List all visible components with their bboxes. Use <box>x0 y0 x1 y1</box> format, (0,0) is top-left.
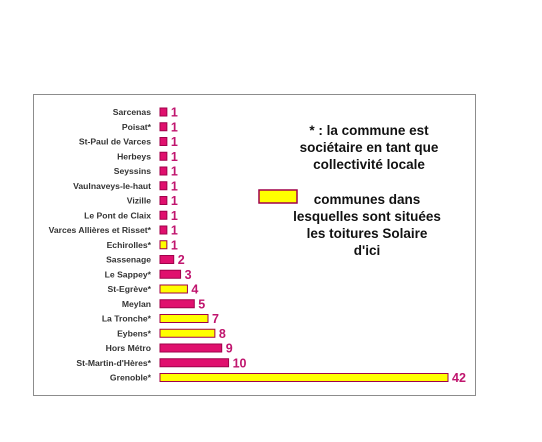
category-label-4: Seyssins <box>114 166 151 176</box>
bar-18 <box>159 373 449 382</box>
category-label-3: Herbeys <box>117 151 151 161</box>
category-label-13: Meylan <box>122 299 151 309</box>
value-label-14: 7 <box>212 312 219 326</box>
bar-5 <box>159 181 168 191</box>
bar-7 <box>159 210 168 220</box>
bar-8 <box>159 225 168 235</box>
category-label-11: Le Sappey* <box>105 269 152 279</box>
value-label-11: 3 <box>185 268 192 282</box>
value-label-17: 10 <box>233 356 247 370</box>
category-label-14: La Tronche* <box>102 314 152 324</box>
value-label-18: 42 <box>452 371 466 385</box>
annotation-note: * : la commune est sociétaire en tant qu… <box>300 123 439 172</box>
bar-13 <box>159 299 195 309</box>
value-label-3: 1 <box>171 150 178 164</box>
category-label-0: Sarcenas <box>113 107 151 117</box>
category-labels: Sarcenas Poisat* St-Paul de Varces Herbeys S… <box>49 107 152 383</box>
category-label-18: Grenoble* <box>110 373 152 383</box>
bar-10 <box>159 255 175 264</box>
legend-line-4: d'ici <box>354 243 380 258</box>
bars-group <box>159 107 449 382</box>
value-label-10: 2 <box>178 253 185 267</box>
bar-0 <box>159 107 168 117</box>
category-label-9: Echirolles* <box>107 240 152 250</box>
category-label-7: Le Pont de Claix <box>84 210 151 220</box>
category-label-8: Varces Allières et Risset* <box>49 225 152 235</box>
category-label-2: St-Paul de Varces <box>79 137 151 147</box>
chart-frame: Sarcenas Poisat* St-Paul de Varces Herbeys S… <box>33 94 476 396</box>
category-label-5: Vaulnaveys-le-haut <box>73 181 151 191</box>
bar-9 <box>159 240 168 250</box>
category-label-15: Eybens* <box>117 328 152 338</box>
value-label-0: 1 <box>171 106 178 120</box>
category-label-1: Poisat* <box>122 122 152 132</box>
value-label-12: 4 <box>191 283 198 297</box>
value-label-13: 5 <box>198 297 205 311</box>
bar-11 <box>159 269 182 279</box>
bar-17 <box>159 358 230 368</box>
note-line-3: collectivité locale <box>313 157 425 172</box>
note-line-1: * : la commune est <box>309 123 429 138</box>
bar-1 <box>159 122 168 132</box>
bar-2 <box>159 137 168 146</box>
bar-chart: Sarcenas Poisat* St-Paul de Varces Herbeys S… <box>49 106 466 386</box>
bar-3 <box>159 151 168 161</box>
bar-16 <box>159 343 223 353</box>
value-label-1: 1 <box>171 120 178 134</box>
category-label-10: Sassenage <box>106 255 151 265</box>
value-label-7: 1 <box>171 209 178 223</box>
bar-12 <box>159 284 188 294</box>
value-label-4: 1 <box>171 165 178 179</box>
bar-6 <box>159 196 168 205</box>
value-label-8: 1 <box>171 224 178 238</box>
bar-4 <box>159 166 168 176</box>
legend-line-3: les toitures Solaire <box>307 226 428 241</box>
legend-swatch-highlight <box>258 189 298 204</box>
value-label-9: 1 <box>171 238 178 252</box>
value-label-5: 1 <box>171 179 178 193</box>
legend-line-1: communes dans <box>314 192 421 207</box>
value-label-16: 9 <box>226 342 233 356</box>
legend: communes dans lesquelles sont situées le… <box>258 189 441 258</box>
category-label-17: St-Martin-d'Hères* <box>76 358 151 368</box>
category-label-6: Vizille <box>127 196 151 206</box>
category-label-12: St-Egrève* <box>108 284 152 294</box>
value-label-6: 1 <box>171 194 178 208</box>
note-line-2: sociétaire en tant que <box>300 140 439 155</box>
value-label-2: 1 <box>171 135 178 149</box>
value-label-15: 8 <box>219 327 226 341</box>
legend-line-2: lesquelles sont situées <box>293 209 441 224</box>
bar-15 <box>159 328 216 338</box>
bar-14 <box>159 314 209 323</box>
category-label-16: Hors Métro <box>106 343 151 353</box>
